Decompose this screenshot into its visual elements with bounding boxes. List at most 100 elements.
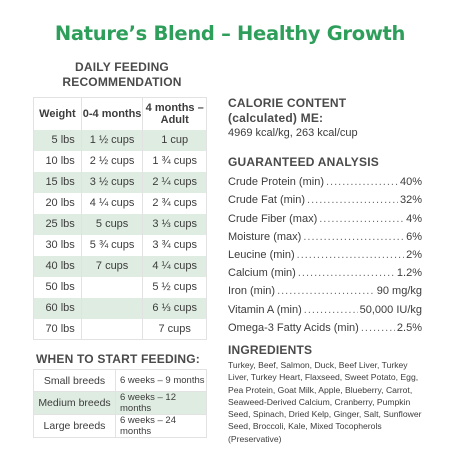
calorie-value: 4969 kcal/kg, 263 kcal/cup [228,127,358,139]
analysis-value: 1.2% [396,267,422,280]
weight-cell: 25 lbs [33,213,82,235]
dot-leader [277,285,375,297]
analysis-label: Vitamin A (min) [228,303,302,316]
dot-leader [361,322,395,334]
table-row: 50 lbs 5 ½ cups [33,276,207,298]
feeding-table-header-row: Weight 0-4 months 4 months – Adult [33,97,207,130]
puppy-amount-cell [80,276,144,298]
puppy-amount-cell: 1 ½ cups [80,129,144,151]
daily-feeding-heading: DAILY FEEDING RECOMMENDATION [38,60,206,90]
analysis-label: Crude Fiber (max) [228,212,318,225]
analysis-label: Omega-3 Fatty Acids (min) [228,321,359,334]
table-row: 70 lbs 7 cups [33,318,207,340]
weight-cell: 60 lbs [33,297,82,319]
analysis-row: Leucine (min) 2% [228,243,422,261]
adult-amount-cell: 6 ⅓ cups [142,297,207,319]
weight-cell: 70 lbs [33,318,82,340]
weight-cell: 30 lbs [33,234,82,256]
ingredients-text: Turkey, Beef, Salmon, Duck, Beef Liver, … [228,360,422,444]
analysis-value: 6% [406,230,422,243]
puppy-amount-cell: 7 cups [80,255,144,277]
analysis-value: 40% [399,176,422,189]
analysis-row: Vitamin A (min) 50,000 IU/kg [228,297,422,316]
adult-amount-cell: 2 ¾ cups [142,192,207,214]
guaranteed-analysis-list: Crude Protein (min) 40% Crude Fat (min) 32… [228,170,422,334]
calorie-content-heading: CALORIE CONTENT (calculated) ME: [228,96,346,126]
puppy-amount-cell: 5 cups [80,213,144,235]
table-row: 30 lbs 5 ¾ cups 3 ¾ cups [33,234,207,256]
adult-amount-cell: 7 cups [142,318,207,340]
table-row: Medium breeds 6 weeks – 12 months [33,391,207,415]
puppy-amount-cell: 4 ¼ cups [80,192,144,214]
breed-size-cell: Large breeds [33,414,116,438]
daily-feeding-table: Weight 0-4 months 4 months – Adult 5 lbs… [33,97,207,340]
guaranteed-analysis-heading: GUARANTEED ANALYSIS [228,155,379,169]
analysis-label: Moisture (max) [228,230,302,243]
page-title: Nature’s Blend – Healthy Growth [54,22,406,45]
analysis-label: Crude Fat (min) [228,194,306,207]
adult-amount-cell: 3 ⅓ cups [142,213,207,235]
analysis-label: Leucine (min) [228,248,295,261]
calorie-heading-line2: (calculated) ME: [228,111,324,125]
ingredients-heading: INGREDIENTS [228,343,313,357]
weight-cell: 50 lbs [33,276,82,298]
column-header-adult-line1: 4 months – [145,101,204,114]
calorie-heading-line1: CALORIE CONTENT [228,96,347,110]
puppy-amount-cell: 2 ½ cups [80,150,144,172]
column-header-adult: 4 months – Adult [142,97,207,130]
dot-leader [307,194,398,206]
analysis-label: Iron (min) [228,285,276,298]
when-to-start-table: Small breeds 6 weeks – 9 months Medium b… [33,369,207,438]
adult-amount-cell: 1 cup [142,129,207,151]
column-header-weight: Weight [33,97,82,130]
table-row: 40 lbs 7 cups 4 ¼ cups [33,255,207,277]
dot-leader [297,249,404,261]
table-row: Small breeds 6 weeks – 9 months [33,369,207,392]
dot-leader [319,213,404,225]
breed-size-cell: Medium breeds [33,391,116,415]
analysis-row: Crude Fat (min) 32% [228,188,422,206]
dot-leader [304,304,358,316]
analysis-value: 50,000 IU/kg [359,303,422,316]
weight-cell: 10 lbs [33,150,82,172]
daily-feeding-heading-line2: RECOMMENDATION [62,75,182,89]
dot-leader [298,267,395,279]
adult-amount-cell: 1 ¾ cups [142,150,207,172]
table-row: 5 lbs 1 ½ cups 1 cup [33,129,207,151]
when-to-start-heading: WHEN TO START FEEDING: [36,352,200,366]
dot-leader [326,176,398,188]
column-header-puppy: 0-4 months [80,97,144,130]
analysis-row: Iron (min) 90 mg/kg [228,279,422,297]
analysis-label: Calcium (min) [228,267,296,280]
analysis-label: Crude Protein (min) [228,176,324,189]
daily-feeding-heading-line1: DAILY FEEDING [75,60,169,74]
dot-leader [303,231,404,243]
analysis-value: 2% [406,248,422,261]
analysis-value: 2.5% [396,321,422,334]
analysis-row: Moisture (max) 6% [228,225,422,243]
table-row: 20 lbs 4 ¼ cups 2 ¾ cups [33,192,207,214]
adult-amount-cell: 3 ¾ cups [142,234,207,256]
puppy-amount-cell [80,318,144,340]
weight-cell: 15 lbs [33,171,82,193]
age-range-cell: 6 weeks – 12 months [115,391,207,415]
analysis-value: 32% [399,194,422,207]
adult-amount-cell: 5 ½ cups [142,276,207,298]
weight-cell: 40 lbs [33,255,82,277]
analysis-value: 90 mg/kg [376,285,422,298]
analysis-row: Calcium (min) 1.2% [228,261,422,279]
puppy-amount-cell: 3 ½ cups [80,171,144,193]
adult-amount-cell: 4 ¼ cups [142,255,207,277]
table-row: 10 lbs 2 ½ cups 1 ¾ cups [33,150,207,172]
adult-amount-cell: 2 ¼ cups [142,171,207,193]
breed-size-cell: Small breeds [33,369,116,392]
table-row: 15 lbs 3 ½ cups 2 ¼ cups [33,171,207,193]
analysis-row: Omega-3 Fatty Acids (min) 2.5% [228,316,422,334]
age-range-cell: 6 weeks – 24 months [115,414,207,438]
puppy-amount-cell: 5 ¾ cups [80,234,144,256]
age-range-cell: 6 weeks – 9 months [115,369,207,392]
analysis-row: Crude Fiber (max) 4% [228,206,422,225]
column-header-adult-line2: Adult [160,113,189,126]
table-row: 25 lbs 5 cups 3 ⅓ cups [33,213,207,235]
table-row: 60 lbs 6 ⅓ cups [33,297,207,319]
